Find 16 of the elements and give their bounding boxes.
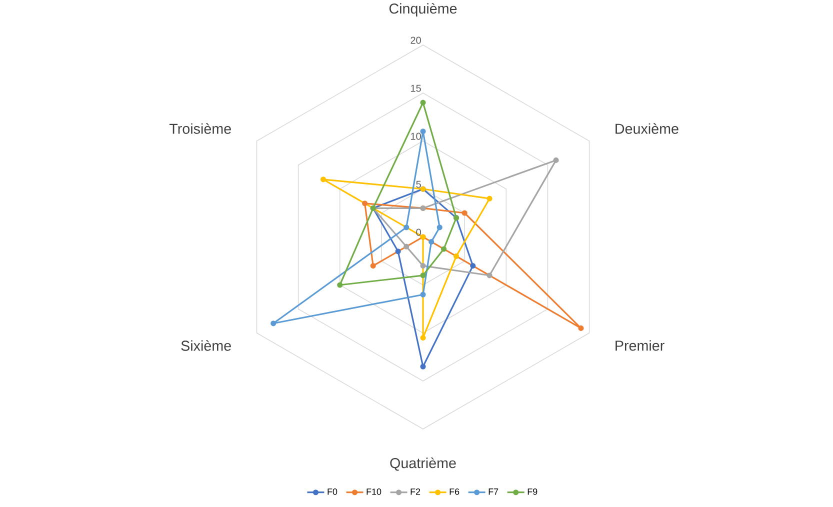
legend-label: F0 [328,488,338,495]
y-tick-label: 10 [411,132,421,140]
spoke-label: Premier [616,340,664,351]
legend-label: F9 [528,488,538,495]
spoke-label: Deuxième [616,123,678,134]
spoke-label: Troisième [169,123,231,134]
legend-label: F6 [450,488,460,495]
legend-label: F10 [366,488,382,495]
spoke-label: Quatrième [390,457,456,471]
y-tick-label: 20 [410,36,421,44]
spoke-label: Cinquième [389,2,457,17]
spoke-label: Sixième [181,340,231,351]
y-tick-label: 15 [411,84,421,92]
y-tick-label: 5 [416,180,421,188]
legend-label: F2 [410,488,420,495]
legend-label: F7 [488,488,498,495]
